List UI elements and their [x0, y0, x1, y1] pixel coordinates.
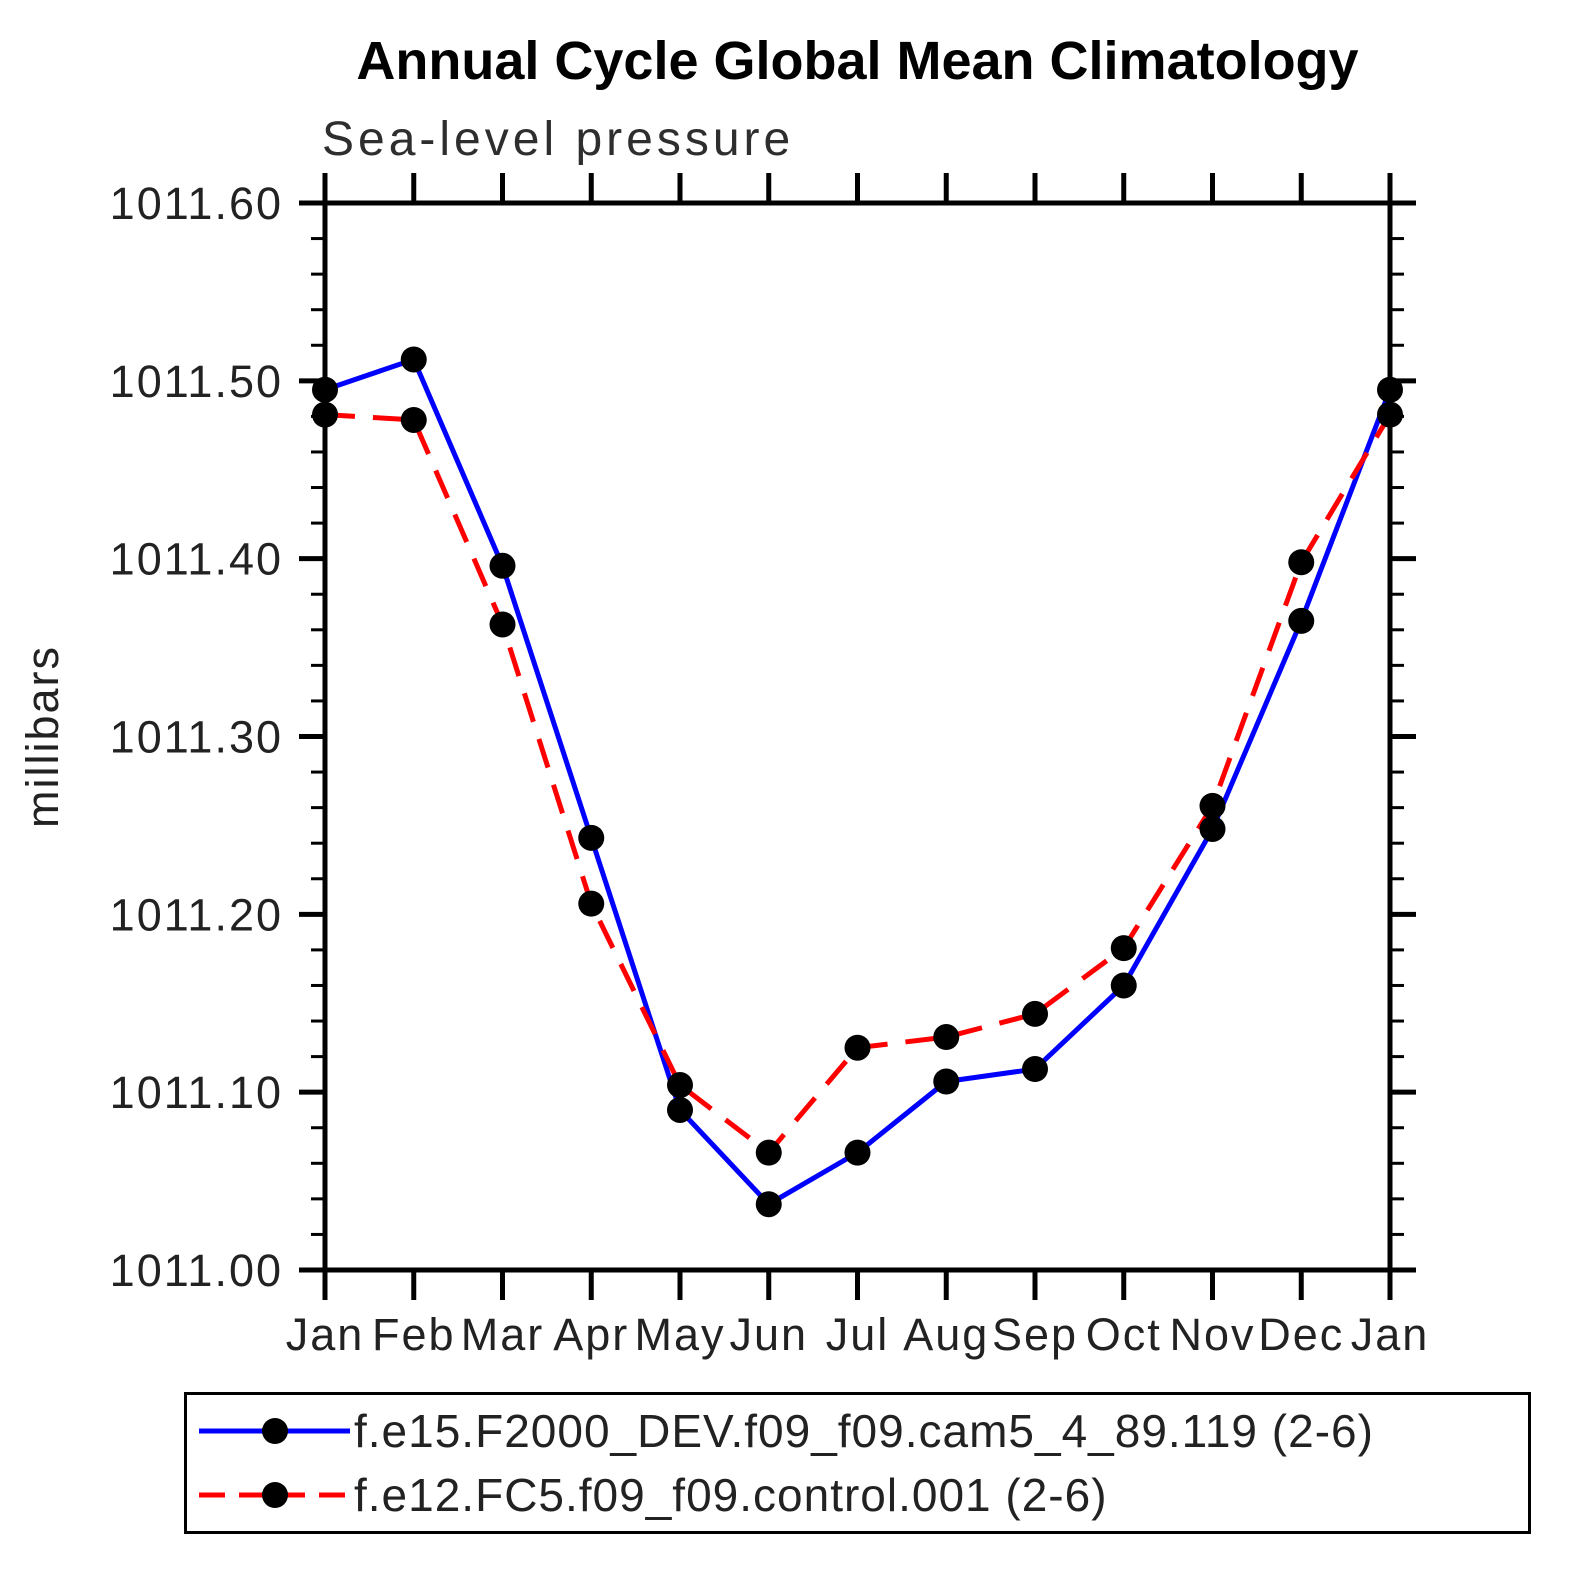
chart-title: Annual Cycle Global Mean Climatology — [356, 31, 1359, 91]
svg-text:1011.50: 1011.50 — [110, 356, 283, 407]
svg-text:Aug: Aug — [903, 1309, 989, 1360]
legend-label: f.e15.F2000_DEV.f09_f09.cam5_4_89.119 (2… — [354, 1405, 1374, 1457]
svg-text:1011.30: 1011.30 — [110, 712, 283, 763]
svg-text:1011.10: 1011.10 — [110, 1067, 283, 1118]
legend-label: f.e12.FC5.f09_f09.control.001 (2-6) — [354, 1469, 1108, 1521]
svg-text:Jul: Jul — [826, 1309, 890, 1360]
svg-text:Jan: Jan — [286, 1309, 365, 1360]
svg-text:Feb: Feb — [372, 1309, 456, 1360]
svg-text:Oct: Oct — [1086, 1309, 1162, 1360]
legend-line-sample-dashed — [199, 1482, 350, 1508]
svg-text:Jan: Jan — [1351, 1309, 1430, 1360]
svg-text:1011.40: 1011.40 — [110, 534, 283, 585]
svg-text:Nov: Nov — [1169, 1309, 1255, 1360]
svg-text:1011.60: 1011.60 — [110, 178, 283, 229]
svg-text:1011.20: 1011.20 — [110, 889, 283, 940]
svg-text:May: May — [634, 1309, 725, 1360]
svg-text:Jun: Jun — [729, 1309, 808, 1360]
svg-text:Mar: Mar — [461, 1309, 545, 1360]
legend-item: f.e15.F2000_DEV.f09_f09.cam5_4_89.119 (2… — [197, 1404, 1528, 1458]
svg-text:Dec: Dec — [1258, 1309, 1344, 1360]
chart-subtitle: Sea-level pressure — [322, 113, 795, 166]
svg-text:millibars: millibars — [17, 645, 68, 828]
svg-text:Sep: Sep — [992, 1309, 1078, 1360]
svg-text:Apr: Apr — [553, 1309, 629, 1360]
legend-line-sample-solid — [199, 1418, 350, 1444]
legend-item: f.e12.FC5.f09_f09.control.001 (2-6) — [197, 1468, 1528, 1522]
legend: f.e15.F2000_DEV.f09_f09.cam5_4_89.119 (2… — [184, 1392, 1531, 1534]
svg-text:1011.00: 1011.00 — [110, 1245, 283, 1296]
